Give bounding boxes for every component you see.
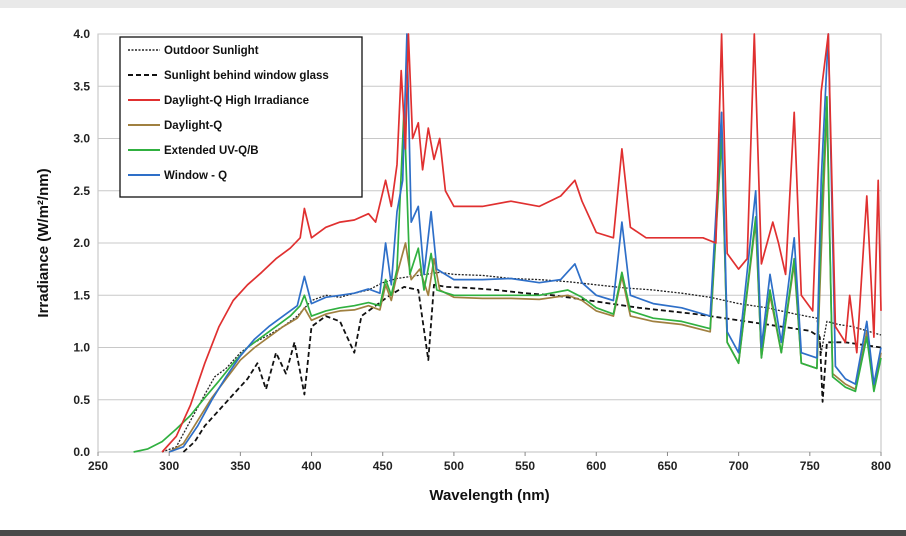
series-lines (133, 33, 882, 453)
y-tick-label: 2.0 (73, 236, 90, 250)
x-axis-title: Wavelength (nm) (429, 487, 549, 504)
y-tick-label: 3.5 (73, 79, 90, 93)
x-tick-label: 600 (586, 459, 606, 473)
y-axis-title: Irradiance (W/m²/nm) (35, 168, 52, 317)
legend: Outdoor Sunlight Sunlight behind window g… (119, 36, 363, 198)
y-axis-ticks: 0.0 0.5 1.0 1.5 2.0 2.5 3.0 3.5 4.0 (73, 27, 90, 459)
x-tick-label: 650 (657, 459, 677, 473)
x-axis-ticks: 250 300 350 400 450 500 550 600 650 700 750 800 (88, 452, 891, 473)
x-tick-label: 500 (444, 459, 464, 473)
series-line (161, 33, 882, 453)
x-tick-label: 550 (515, 459, 535, 473)
y-tick-label: 4.0 (73, 27, 90, 41)
x-tick-label: 250 (88, 459, 108, 473)
y-tick-label: 1.5 (73, 288, 90, 302)
y-tick-label: 3.0 (73, 132, 90, 146)
x-tick-label: 450 (373, 459, 393, 473)
x-tick-label: 750 (800, 459, 820, 473)
y-tick-label: 0.0 (73, 445, 90, 459)
x-tick-label: 300 (159, 459, 179, 473)
legend-label: Daylight-Q High Irradiance (164, 95, 309, 107)
legend-label: Extended UV-Q/B (164, 145, 259, 157)
x-tick-label: 800 (871, 459, 891, 473)
legend-label: Daylight-Q (164, 120, 222, 132)
series-line (182, 283, 882, 453)
y-tick-label: 2.5 (73, 184, 90, 198)
legend-label: Window - Q (164, 170, 227, 182)
legend-label: Sunlight behind window glass (164, 70, 329, 82)
series-line (133, 95, 882, 453)
x-tick-label: 400 (302, 459, 322, 473)
y-tick-label: 0.5 (73, 393, 90, 407)
x-tick-label: 700 (729, 459, 749, 473)
series-line (168, 33, 882, 453)
y-tick-label: 1.0 (73, 341, 90, 355)
x-tick-label: 350 (230, 459, 250, 473)
series-line (161, 271, 882, 453)
legend-label: Outdoor Sunlight (164, 45, 259, 57)
legend-box (119, 36, 363, 198)
